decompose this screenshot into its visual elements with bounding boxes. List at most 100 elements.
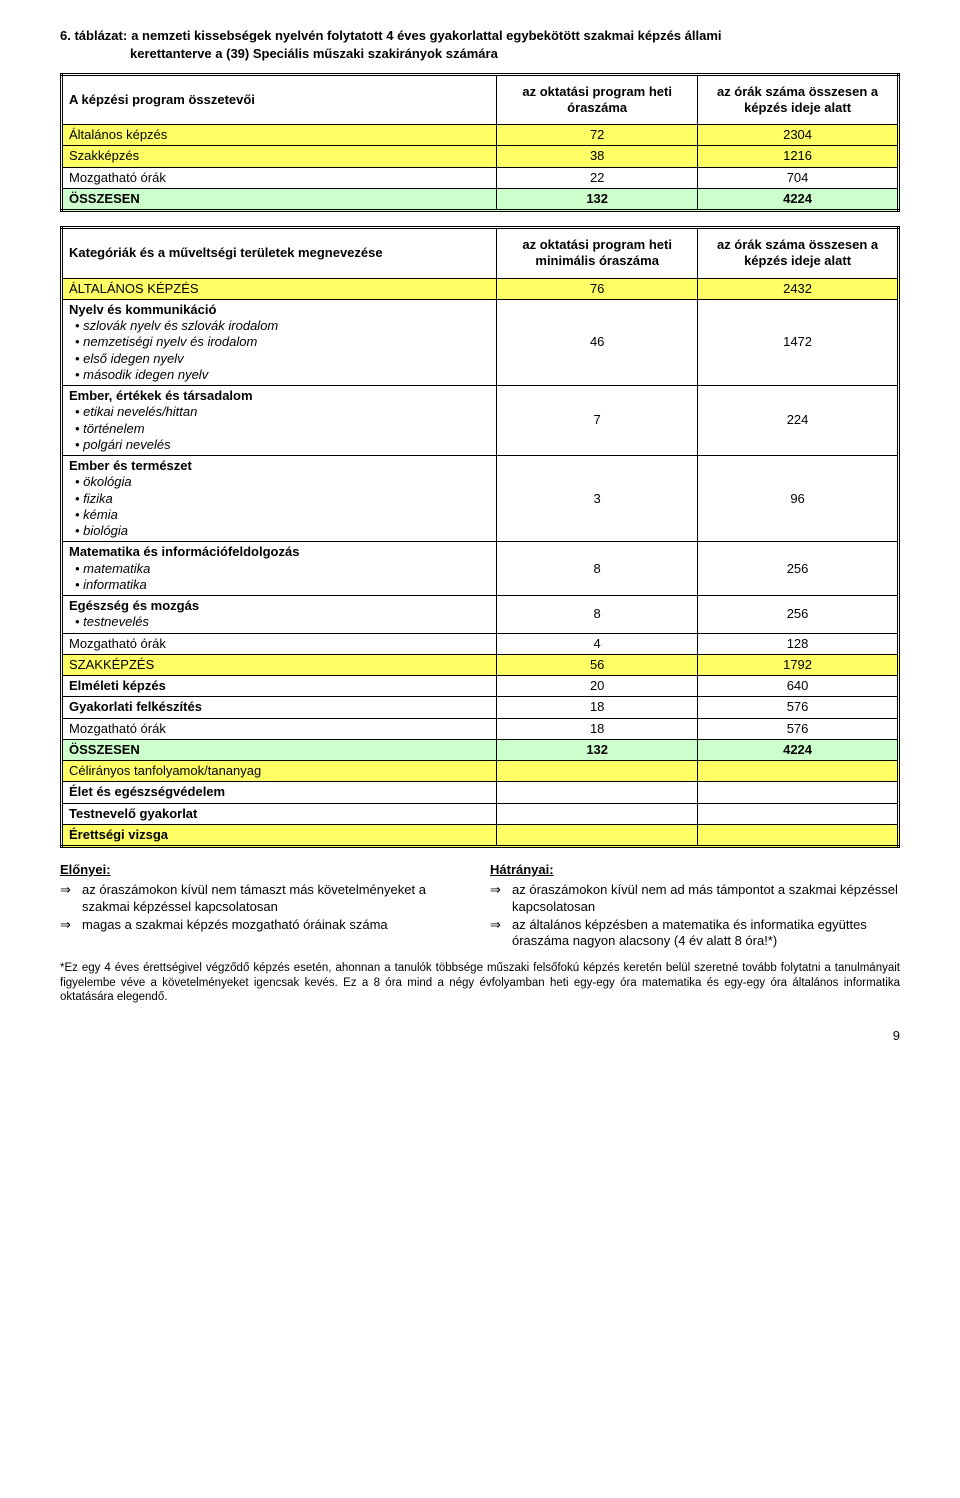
page-number: 9: [60, 1028, 900, 1044]
group-items: testnevelés: [69, 614, 490, 630]
list-item: első idegen nyelv: [69, 351, 490, 367]
table-row: Gyakorlati felkészítés 18 576: [62, 697, 899, 718]
row-value: 20: [497, 676, 698, 697]
row-label: Mozgatható órák: [62, 167, 497, 188]
col-header: az órák száma összesen a képzés ideje al…: [698, 228, 899, 279]
row-value: 3: [497, 456, 698, 542]
row-label: Mozgatható órák: [62, 718, 497, 739]
table-row-group: Egészség és mozgás testnevelés 8 256: [62, 596, 899, 634]
arrow-icon: ⇒: [60, 882, 82, 915]
row-value: 76: [497, 278, 698, 299]
list-item: ⇒magas a szakmai képzés mozgatható óráin…: [60, 917, 470, 935]
list-item: matematika: [69, 561, 490, 577]
row-value: 704: [698, 167, 899, 188]
row-label: Szakképzés: [62, 146, 497, 167]
group-items: etikai nevelés/hittan történelem polgári…: [69, 404, 490, 453]
table-row-group: Nyelv és kommunikáció szlovák nyelv és s…: [62, 299, 899, 385]
row-label: Általános képzés: [62, 125, 497, 146]
row-value: 640: [698, 676, 899, 697]
table-row-section: Érettségi vizsga: [62, 824, 899, 846]
arrow-icon: ⇒: [490, 917, 512, 950]
table-caption: 6. táblázat: a nemzeti kissebségek nyelv…: [60, 28, 900, 46]
row-label: ÖSSZESEN: [62, 739, 497, 760]
row-value: 576: [698, 697, 899, 718]
row-value: 18: [497, 718, 698, 739]
row-value: 256: [698, 596, 899, 634]
list-item: ⇒az óraszámokon kívül nem ad más támpont…: [490, 882, 900, 917]
list-item: testnevelés: [69, 614, 490, 630]
row-label: Célirányos tanfolyamok/tananyag: [62, 761, 497, 782]
col-header: az oktatási program heti óraszáma: [497, 74, 698, 125]
row-value: 72: [497, 125, 698, 146]
row-value: 22: [497, 167, 698, 188]
row-value: 132: [497, 188, 698, 210]
row-value: 38: [497, 146, 698, 167]
row-value: 18: [497, 697, 698, 718]
group-name: Nyelv és kommunikáció: [69, 302, 490, 318]
pros-heading: Előnyei:: [60, 862, 470, 878]
row-value: [698, 782, 899, 803]
list-item: etikai nevelés/hittan: [69, 404, 490, 420]
summary-table: A képzési program összetevői az oktatási…: [60, 73, 900, 213]
caption-line1: a nemzeti kissebségek nyelvén folytatott…: [131, 28, 721, 44]
list-item: nemzetiségi nyelv és irodalom: [69, 334, 490, 350]
arrow-icon: ⇒: [60, 917, 82, 933]
list-item-text: magas a szakmai képzés mozgatható óráina…: [82, 917, 470, 933]
row-label: Érettségi vizsga: [62, 824, 497, 846]
group-name: Egészség és mozgás: [69, 598, 490, 614]
group-cell: Ember és természet ökológia fizika kémia…: [62, 456, 497, 542]
list-item: történelem: [69, 421, 490, 437]
col-header: A képzési program összetevői: [62, 74, 497, 125]
table-row-group: Ember, értékek és társadalom etikai neve…: [62, 386, 899, 456]
row-value: 7: [497, 386, 698, 456]
list-item: ⇒az általános képzésben a matematika és …: [490, 917, 900, 952]
table-row: Testnevelő gyakorlat: [62, 803, 899, 824]
table-row: Elméleti képzés 20 640: [62, 676, 899, 697]
row-value: 2304: [698, 125, 899, 146]
row-value: [698, 824, 899, 846]
list-item: ökológia: [69, 474, 490, 490]
arrow-icon: ⇒: [490, 882, 512, 915]
pros-cons-block: Előnyei: ⇒az óraszámokon kívül nem támas…: [60, 862, 900, 951]
row-value: [698, 761, 899, 782]
group-cell: Egészség és mozgás testnevelés: [62, 596, 497, 634]
list-item-text: az általános képzésben a matematika és i…: [512, 917, 900, 950]
row-value: 8: [497, 542, 698, 596]
col-header: az órák száma összesen a képzés ideje al…: [698, 74, 899, 125]
table-row-total: ÖSSZESEN 132 4224: [62, 739, 899, 760]
row-value: 1216: [698, 146, 899, 167]
row-value: 1472: [698, 299, 899, 385]
row-label: Elméleti képzés: [62, 676, 497, 697]
row-value: 132: [497, 739, 698, 760]
list-item-text: az óraszámokon kívül nem támaszt más köv…: [82, 882, 470, 915]
row-label: Gyakorlati felkészítés: [62, 697, 497, 718]
list-item: informatika: [69, 577, 490, 593]
group-cell: Matematika és információfeldolgozás mate…: [62, 542, 497, 596]
table-row-group: Ember és természet ökológia fizika kémia…: [62, 456, 899, 542]
table-row-section: SZAKKÉPZÉS 56 1792: [62, 654, 899, 675]
row-value: 96: [698, 456, 899, 542]
table-header-row: Kategóriák és a műveltségi területek meg…: [62, 228, 899, 279]
row-value: 4224: [698, 739, 899, 760]
table-row: Szakképzés 38 1216: [62, 146, 899, 167]
table-row: Élet és egészségvédelem: [62, 782, 899, 803]
table-row-total: ÖSSZESEN 132 4224: [62, 188, 899, 210]
row-value: 46: [497, 299, 698, 385]
list-item: szlovák nyelv és szlovák irodalom: [69, 318, 490, 334]
row-value: 224: [698, 386, 899, 456]
row-value: [497, 761, 698, 782]
col-header: az oktatási program heti minimális órasz…: [497, 228, 698, 279]
table-row-section: Célirányos tanfolyamok/tananyag: [62, 761, 899, 782]
row-value: [698, 803, 899, 824]
caption-line2: kerettanterve a (39) Speciális műszaki s…: [60, 46, 900, 62]
table-row-section: ÁLTALÁNOS KÉPZÉS 76 2432: [62, 278, 899, 299]
row-value: [497, 824, 698, 846]
list-item: fizika: [69, 491, 490, 507]
row-value: 8: [497, 596, 698, 634]
group-items: ökológia fizika kémia biológia: [69, 474, 490, 539]
row-value: 4224: [698, 188, 899, 210]
table-row: Mozgatható órák 4 128: [62, 633, 899, 654]
cons-column: Hátrányai: ⇒az óraszámokon kívül nem ad …: [490, 862, 900, 951]
list-item: második idegen nyelv: [69, 367, 490, 383]
row-value: 4: [497, 633, 698, 654]
